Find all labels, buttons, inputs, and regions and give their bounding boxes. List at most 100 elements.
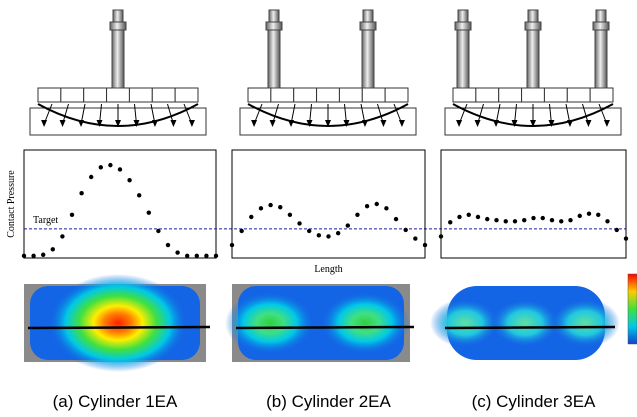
arrow-head [603, 120, 610, 127]
data-point [355, 212, 360, 217]
data-point [326, 234, 331, 239]
arrow-head [170, 120, 177, 127]
data-point [596, 212, 601, 217]
data-point [364, 203, 370, 209]
arrow-head [530, 120, 536, 127]
arrow-head [380, 120, 387, 127]
arrow-head [41, 120, 48, 127]
section-line [235, 325, 415, 330]
arrow-head [96, 120, 103, 127]
data-point [393, 216, 399, 222]
data-point [614, 227, 619, 233]
data-point [559, 219, 564, 224]
data-point [335, 230, 341, 236]
data-point [21, 253, 27, 259]
arrow-head [474, 120, 481, 127]
data-point [278, 205, 283, 210]
arrow-head [548, 120, 555, 127]
block [361, 87, 386, 103]
arrow-head [493, 120, 500, 127]
block [37, 87, 62, 103]
data-point [403, 227, 408, 233]
data-point [549, 218, 555, 223]
cylinder-cap [524, 21, 542, 31]
data-point [475, 214, 481, 220]
heat-spot [490, 298, 560, 348]
plot-frame [23, 149, 217, 259]
arrow-head [133, 120, 140, 127]
arrow-head [325, 120, 331, 127]
arrow-head [115, 120, 121, 127]
block [128, 87, 153, 103]
block [498, 87, 523, 103]
colorbar [627, 273, 637, 345]
y-axis-label: Contact Pressure [6, 170, 17, 238]
arrow-head [78, 120, 85, 127]
data-point [165, 242, 171, 248]
block [270, 87, 295, 103]
data-point [41, 252, 46, 257]
data-point [568, 218, 573, 223]
data-point [268, 202, 273, 208]
block [543, 87, 568, 103]
cylinder-cap [454, 21, 472, 31]
data-point [50, 247, 55, 252]
data-point [156, 228, 161, 234]
plot-frame [231, 149, 426, 259]
block [338, 87, 363, 103]
data-point [60, 234, 65, 239]
data-point [79, 191, 84, 196]
cylinder-cap [359, 21, 377, 31]
heat-spot [225, 291, 315, 355]
heat-spot [430, 298, 500, 348]
data-point [605, 219, 610, 224]
cylinder-cap [265, 21, 283, 31]
cylinder-cap [109, 21, 127, 31]
data-point [185, 253, 190, 259]
block [247, 87, 272, 103]
block [316, 87, 340, 103]
caption: (b) Cylinder 2EA [266, 392, 391, 411]
data-point [204, 253, 209, 259]
data-point [384, 206, 389, 211]
block [475, 87, 500, 103]
data-point [457, 214, 462, 220]
data-point [229, 242, 235, 248]
arrow-head [188, 120, 195, 127]
cylinder-body [456, 29, 470, 89]
block [566, 87, 591, 103]
block [60, 87, 85, 103]
data-point [586, 211, 592, 216]
block [174, 87, 199, 103]
data-point [448, 220, 453, 225]
block [151, 87, 176, 103]
data-point [577, 213, 582, 219]
data-point [466, 212, 471, 217]
data-point [249, 214, 254, 220]
arrow-head [269, 120, 276, 127]
data-point [494, 218, 499, 223]
arrow-head [151, 120, 158, 127]
data-point [374, 201, 379, 207]
data-point [345, 223, 350, 228]
data-point [213, 253, 219, 259]
target-label: Target [33, 215, 58, 226]
cylinder-body [526, 29, 540, 89]
arrow-head [288, 120, 295, 127]
data-point [413, 236, 418, 241]
arrow-head [361, 120, 368, 127]
arrow-head [511, 120, 518, 127]
data-point [194, 253, 199, 259]
heat-spot [550, 298, 620, 348]
data-point [422, 242, 428, 248]
cylinder-cap [592, 21, 610, 31]
block [83, 87, 108, 103]
x-axis-label: Length [314, 264, 342, 275]
arrow-head [59, 120, 66, 127]
data-point [503, 219, 508, 224]
data-point [31, 253, 36, 259]
block [589, 87, 614, 103]
section-line [27, 325, 211, 330]
heat-spot [48, 274, 188, 372]
